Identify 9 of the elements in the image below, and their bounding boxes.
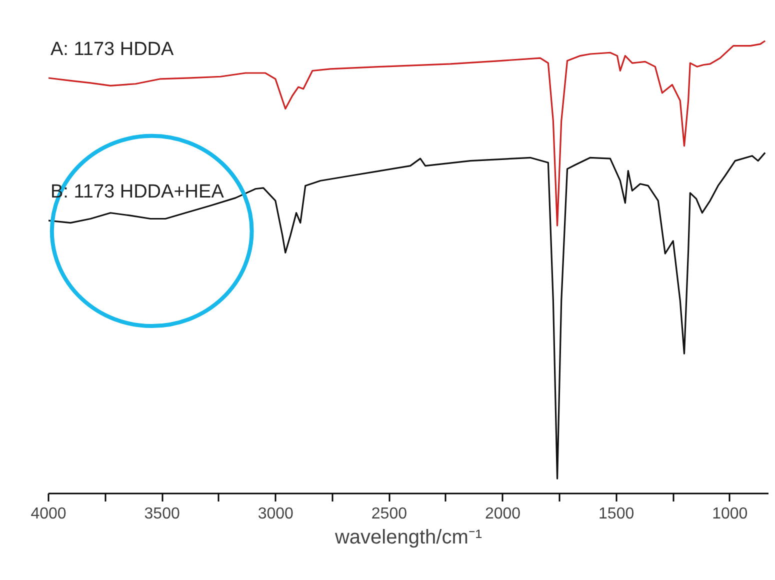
x-tick-label: 4000: [30, 506, 66, 522]
x-tick-label: 2000: [484, 506, 521, 522]
x-tick-label: 2500: [371, 506, 408, 522]
x-tick-label: 3000: [258, 506, 294, 522]
x-axis-title: wavelength/cm⁻¹: [334, 526, 482, 548]
x-tick-label: 3500: [144, 506, 180, 522]
x-tick-label: 1000: [712, 506, 748, 522]
series-label: A: 1173 HDDA: [50, 38, 174, 60]
x-tick-label: 1500: [598, 506, 634, 522]
